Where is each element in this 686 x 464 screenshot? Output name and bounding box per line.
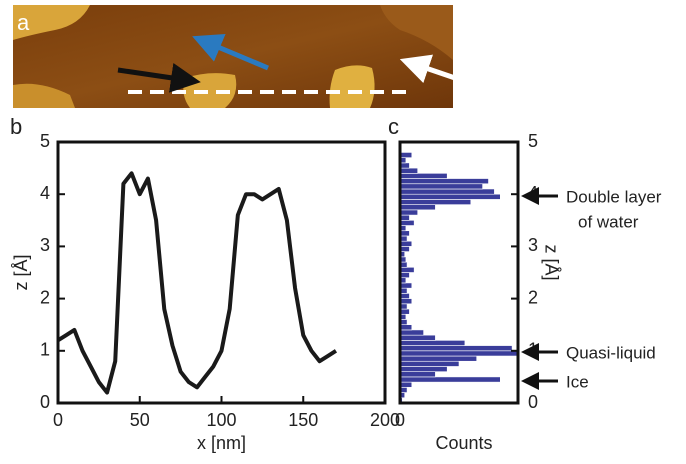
y-tick-label: 2 bbox=[40, 287, 50, 307]
histogram-bar bbox=[399, 266, 415, 273]
histogram-bar bbox=[399, 360, 460, 367]
histogram-bar bbox=[399, 188, 495, 195]
histogram-bar bbox=[399, 240, 413, 247]
annotation-text: Double layer bbox=[566, 187, 662, 206]
y-tick-label: 0 bbox=[40, 392, 50, 412]
y2-tick-label: 4 bbox=[528, 183, 538, 203]
x-tick-label: 150 bbox=[288, 410, 318, 430]
histogram-bar bbox=[399, 282, 413, 289]
y2-tick-label: 2 bbox=[528, 287, 538, 307]
histogram-bar bbox=[399, 178, 489, 185]
plot-frame bbox=[398, 140, 520, 405]
histogram-bar bbox=[399, 324, 413, 331]
histogram-bar bbox=[399, 355, 477, 362]
y2-tick-label: 5 bbox=[528, 131, 538, 151]
x-tick-label: 0 bbox=[53, 410, 63, 430]
histogram-bar bbox=[399, 152, 413, 158]
histogram-bar bbox=[399, 298, 413, 305]
y-tick-label: 1 bbox=[40, 340, 50, 360]
histogram-bar bbox=[399, 376, 501, 383]
histogram-bar bbox=[399, 167, 419, 174]
x-tick-label: 50 bbox=[130, 410, 150, 430]
y2-tick-label: 1 bbox=[528, 340, 538, 360]
panel-label: b bbox=[10, 114, 22, 139]
histogram-bar bbox=[399, 209, 419, 216]
x-tick-label: 100 bbox=[206, 410, 236, 430]
histogram-bar bbox=[399, 334, 436, 341]
y2-axis-title: z [Å] bbox=[541, 244, 561, 280]
y2-tick-label: 0 bbox=[528, 392, 538, 412]
annotation-text: Quasi-liquid bbox=[566, 343, 656, 362]
y-axis-title: z [Å] bbox=[11, 254, 31, 290]
histogram-bar bbox=[399, 350, 519, 357]
histogram-bar bbox=[399, 173, 448, 179]
y-tick-label: 3 bbox=[40, 235, 50, 255]
profile-line bbox=[56, 171, 338, 395]
x-tick-label: 200 bbox=[370, 410, 400, 430]
histogram-bar bbox=[399, 183, 483, 190]
histogram-bar bbox=[399, 199, 472, 205]
x-axis-title: x [nm] bbox=[197, 433, 246, 453]
histogram-bar bbox=[399, 366, 448, 372]
histogram-bar bbox=[399, 193, 501, 200]
afm-image bbox=[13, 5, 456, 108]
y-tick-label: 4 bbox=[40, 183, 50, 203]
histogram-bar bbox=[399, 340, 466, 346]
y2-tick-label: 3 bbox=[528, 235, 538, 255]
panel-label: c bbox=[388, 114, 399, 139]
annotation-text: Ice bbox=[566, 372, 589, 391]
histogram-bar bbox=[399, 345, 513, 352]
panel-label: a bbox=[17, 10, 30, 35]
histogram-bar bbox=[399, 329, 424, 336]
histogram-bar bbox=[399, 381, 413, 388]
annotation-text: of water bbox=[578, 212, 639, 231]
plot-frame bbox=[56, 140, 387, 405]
x-axis-title: Counts bbox=[435, 433, 492, 453]
x-tick-label: 0 bbox=[395, 410, 405, 430]
histogram-bar bbox=[399, 204, 436, 211]
histogram-bar bbox=[399, 371, 436, 378]
y-tick-label: 5 bbox=[40, 131, 50, 151]
histogram-bar bbox=[399, 220, 415, 226]
